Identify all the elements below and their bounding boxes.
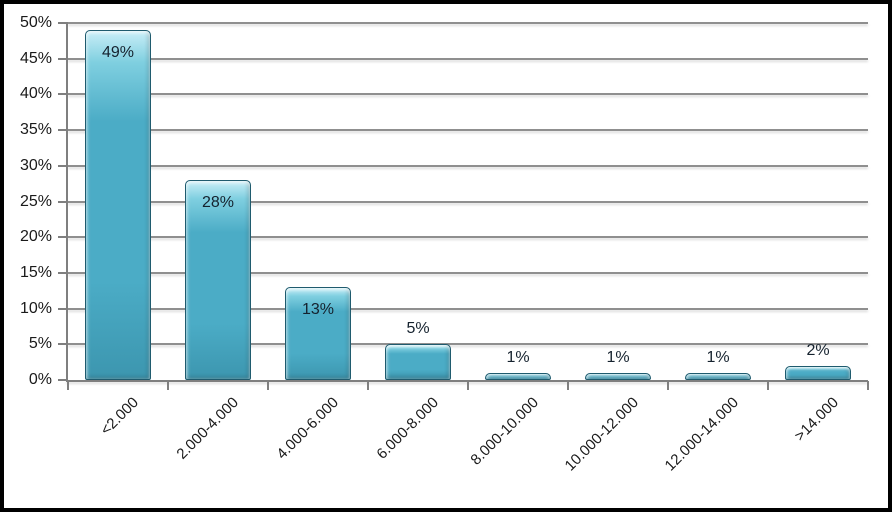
plot-area: 49% 28% 13% 5% 1% 1% 1% 2% xyxy=(58,22,869,390)
bar-value-label: 1% xyxy=(506,348,530,366)
gridline xyxy=(68,343,868,346)
bar xyxy=(785,365,851,380)
x-tick xyxy=(767,381,769,390)
gridline xyxy=(68,164,868,167)
bar xyxy=(185,180,251,380)
x-axis-category-label: 12.000-14.000 xyxy=(661,394,743,475)
bar-value-label: 49% xyxy=(101,44,135,62)
bar-value-label: 2% xyxy=(806,341,830,359)
y-axis-tick-label: 35% xyxy=(19,121,52,139)
y-axis-tick-label: 15% xyxy=(19,263,52,281)
x-axis-category-label: 6.000-8.000 xyxy=(373,394,443,463)
x-axis-labels: <2.000 2.000-4.000 4.000-6.000 6.000-8.000 8… xyxy=(68,380,868,506)
y-tick xyxy=(58,307,67,310)
bar xyxy=(485,372,551,380)
bar xyxy=(385,344,451,380)
y-tick xyxy=(58,236,67,239)
y-axis-tick-label: 25% xyxy=(19,192,52,210)
bar xyxy=(585,372,651,380)
y-axis-line xyxy=(66,22,68,381)
y-tick xyxy=(58,129,67,132)
x-tick xyxy=(167,381,169,390)
bar-value-label: 1% xyxy=(706,348,730,366)
bar-value-label: 1% xyxy=(606,348,630,366)
gridline xyxy=(68,22,868,24)
gridline xyxy=(68,236,868,239)
bar-value-label: 5% xyxy=(406,320,430,338)
x-axis-category-label: <2.000 xyxy=(97,394,143,439)
y-axis-tick-label: 0% xyxy=(28,371,52,388)
x-tick xyxy=(567,381,569,390)
gridline xyxy=(68,307,868,310)
y-axis-tick-label: 45% xyxy=(19,49,52,67)
y-axis-tick-label: 50% xyxy=(19,14,52,31)
bar-value-label: 13% xyxy=(301,301,335,319)
x-axis-category-label: 10.000-12.000 xyxy=(561,394,643,475)
y-axis-tick-label: 10% xyxy=(19,299,52,317)
y-tick xyxy=(58,57,67,60)
gridline xyxy=(68,129,868,132)
y-tick xyxy=(58,93,67,96)
x-tick xyxy=(67,381,69,390)
x-tick xyxy=(367,381,369,390)
x-axis-category-label: 8.000-10.000 xyxy=(467,394,543,469)
x-tick xyxy=(867,381,869,390)
bar xyxy=(685,372,751,380)
x-tick xyxy=(667,381,669,390)
bar xyxy=(285,287,351,380)
y-axis-tick-label: 5% xyxy=(28,335,52,353)
y-axis-tick-label: 40% xyxy=(19,85,52,103)
y-tick xyxy=(58,164,67,167)
y-tick xyxy=(58,343,67,346)
gridline xyxy=(68,93,868,96)
gridline xyxy=(68,271,868,274)
bar xyxy=(85,30,151,380)
x-axis-category-label: 2.000-4.000 xyxy=(173,394,243,463)
y-axis-tick-label: 30% xyxy=(19,156,52,174)
y-tick xyxy=(58,271,67,274)
x-tick xyxy=(267,381,269,390)
x-tick xyxy=(467,381,469,390)
bar-value-label: 28% xyxy=(201,194,235,212)
gridline xyxy=(68,200,868,203)
x-axis-category-label: >14.000 xyxy=(791,394,843,445)
y-tick xyxy=(58,200,67,203)
y-tick xyxy=(58,379,67,381)
y-tick xyxy=(58,22,67,24)
gridline xyxy=(68,57,868,60)
y-axis-labels: 0% 5% 10% 15% 20% 25% 30% 35% 40% 45% 50% xyxy=(4,14,54,388)
y-axis-tick-label: 20% xyxy=(19,228,52,246)
x-axis-category-label: 4.000-6.000 xyxy=(273,394,343,463)
